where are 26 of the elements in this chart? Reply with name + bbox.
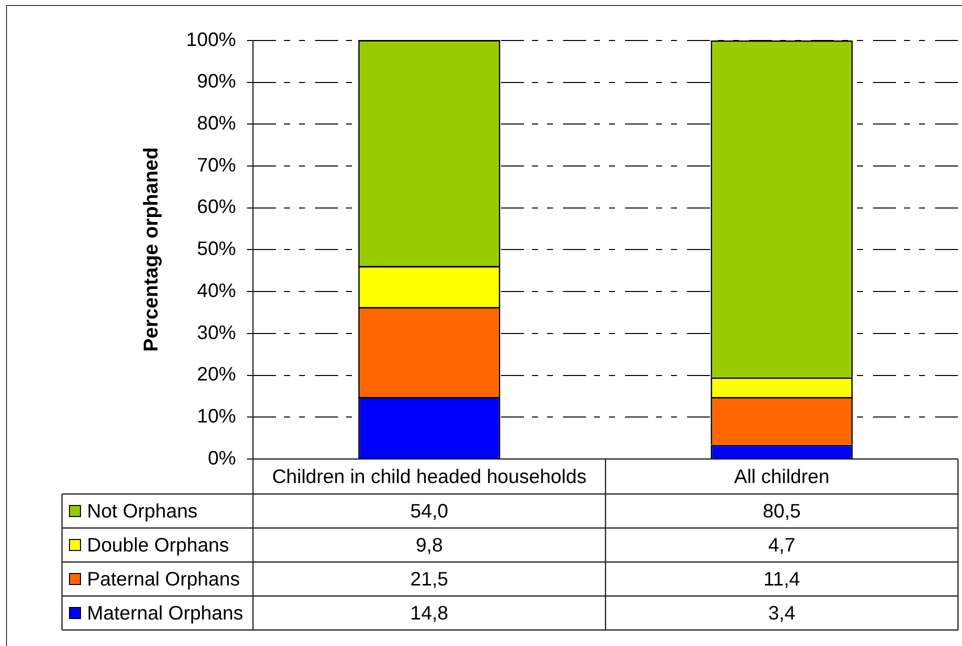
data-label: 21,5 bbox=[410, 568, 448, 590]
y-tick-label: 50% bbox=[196, 238, 236, 260]
y-tick-label: 30% bbox=[196, 322, 236, 344]
y-tick-label: 80% bbox=[196, 112, 236, 135]
data-label: 3,4 bbox=[768, 602, 796, 624]
y-tick-label: 70% bbox=[196, 154, 236, 176]
data-label: 4,7 bbox=[768, 534, 796, 556]
data-label: 11,4 bbox=[763, 568, 800, 590]
y-tick-label: 100% bbox=[186, 28, 236, 51]
y-axis-title: Percentage orphaned bbox=[140, 147, 163, 352]
data-label: 9,8 bbox=[416, 534, 443, 556]
data-label: 54,0 bbox=[410, 500, 448, 522]
legend-label: Paternal Orphans bbox=[87, 568, 240, 590]
x-tick-label: Children in child headed households bbox=[272, 466, 587, 488]
legend-label: Not Orphans bbox=[87, 500, 198, 522]
data-label: 14,8 bbox=[410, 602, 448, 624]
y-tick-label: 40% bbox=[196, 280, 236, 302]
y-tick-label: 60% bbox=[196, 196, 236, 218]
legend-label: Double Orphans bbox=[87, 534, 230, 556]
x-tick-label: All children bbox=[734, 466, 830, 488]
y-tick-label: 90% bbox=[196, 70, 236, 93]
y-tick-label: 0% bbox=[208, 447, 236, 470]
y-tick-label: 20% bbox=[196, 364, 236, 386]
data-label: 80,5 bbox=[762, 500, 801, 522]
legend-label: Maternal Orphans bbox=[87, 602, 244, 624]
y-tick-label: 10% bbox=[196, 406, 236, 428]
